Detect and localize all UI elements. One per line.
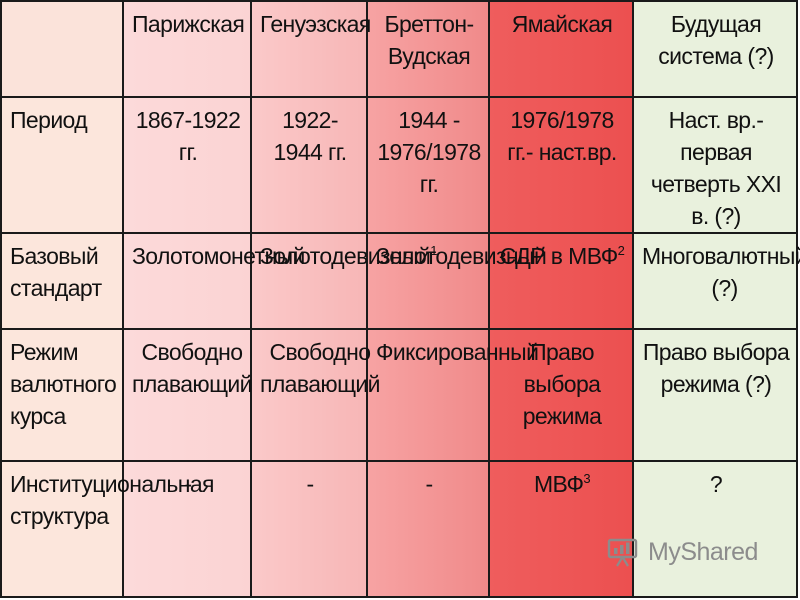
column-header-label: Будущая система (?) — [658, 11, 774, 69]
table-cell: Многовалютный (?) — [632, 232, 800, 330]
column-header-label: Генуэзская — [260, 11, 371, 37]
table-cell: Золотодевизный — [366, 232, 547, 330]
corner-cell — [0, 0, 124, 98]
watermark-text: MyShared — [648, 537, 758, 566]
table-cell: 1922-1944 гг. — [250, 96, 368, 234]
column-header: Парижская — [122, 0, 252, 98]
row-label: Режим валютного курса — [10, 339, 117, 429]
table-cell: Право выбора режима (?) — [632, 328, 798, 462]
row-header: Период — [0, 96, 124, 234]
column-header-label: Бреттон-Вудская — [384, 11, 474, 69]
footnote-marker: 3 — [583, 471, 591, 486]
table-cell: СДР в МВФ2 — [488, 232, 634, 330]
table-cell: ? — [632, 460, 798, 598]
column-header: Будущая система (?) — [632, 0, 798, 98]
column-header: Бреттон-Вудская — [366, 0, 490, 98]
footnote-marker: 2 — [617, 243, 625, 258]
table-cell: Золотодевизный1 — [250, 232, 437, 330]
row-header: Базовый стандарт — [0, 232, 124, 330]
column-header: Ямайская — [488, 0, 634, 98]
header-row: Парижская Генуэзская Бреттон-Вудская Яма… — [0, 0, 798, 98]
table-row: Период 1867-1922 гг. 1922-1944 гг. 1944 … — [0, 96, 798, 234]
column-header-label: Парижская — [132, 11, 245, 37]
table-cell: Право выбора режима — [488, 328, 634, 462]
table-row: Режим валютного курса Свободно плавающий… — [0, 328, 798, 462]
row-header: Институциональная структура — [0, 460, 214, 598]
table-cell: - — [250, 460, 368, 598]
row-label: Период — [10, 107, 88, 133]
row-label: Базовый стандарт — [10, 243, 102, 301]
column-header-label: Ямайская — [511, 11, 613, 37]
table-cell: - — [366, 460, 490, 598]
table-row: Базовый стандарт Золотомонетный Золотоде… — [0, 232, 800, 330]
row-label: Институциональная структура — [10, 471, 214, 529]
table-cell: Свободно плавающий — [250, 328, 380, 462]
row-header: Режим валютного курса — [0, 328, 124, 462]
column-header: Генуэзская — [250, 0, 371, 98]
table-cell: 1867-1922 гг. — [122, 96, 252, 234]
presentation-screen-icon — [607, 538, 638, 567]
table-cell: Свободно плавающий — [122, 328, 252, 462]
table-cell: Наст. вр.- первая четверть XXI в. (?) — [632, 96, 798, 234]
table-cell: 1976/1978 гг.- наст.вр. — [488, 96, 634, 234]
table-cell: 1944 - 1976/1978 гг. — [366, 96, 490, 234]
myshared-watermark: MyShared — [606, 532, 766, 572]
table-row: Институциональная структура - - - МВФ3 ? — [0, 460, 798, 598]
table-cell: - — [122, 460, 252, 598]
table-cell: Фиксированный — [366, 328, 539, 462]
table-cell: Золотомонетный — [122, 232, 305, 330]
table-cell: МВФ3 — [488, 460, 634, 598]
